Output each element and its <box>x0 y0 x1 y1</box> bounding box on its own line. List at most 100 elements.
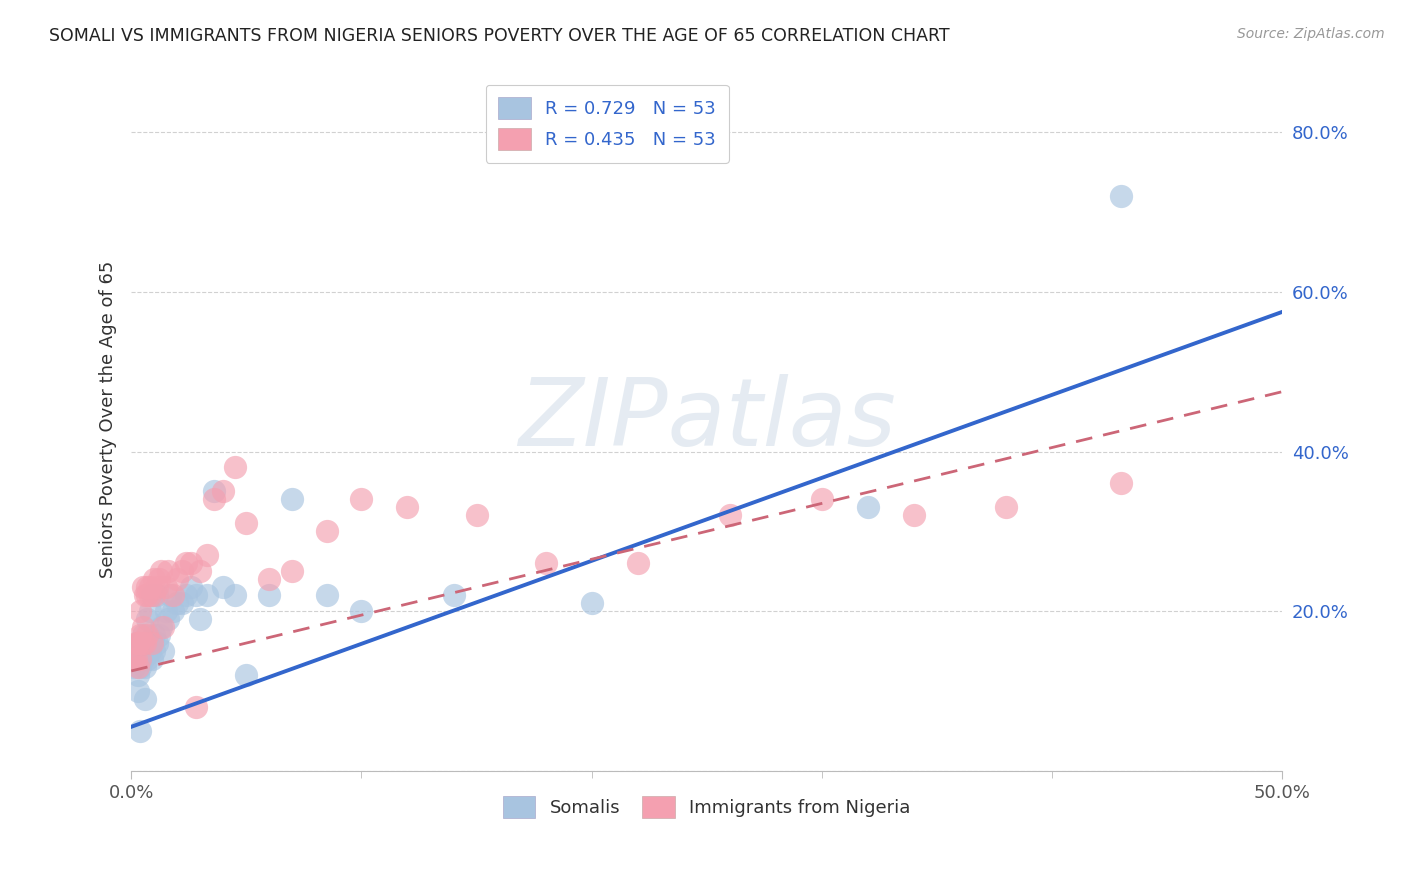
Point <box>134 636 156 650</box>
Point <box>180 580 202 594</box>
Point <box>316 524 339 539</box>
Point <box>235 516 257 531</box>
Point <box>465 508 488 523</box>
Point <box>856 500 879 515</box>
Point <box>125 652 148 666</box>
Y-axis label: Seniors Poverty Over the Age of 65: Seniors Poverty Over the Age of 65 <box>100 261 117 578</box>
Point <box>212 484 235 499</box>
Point <box>134 636 156 650</box>
Point <box>143 644 166 658</box>
Point <box>127 652 149 666</box>
Point <box>129 644 152 658</box>
Point <box>180 556 202 570</box>
Point <box>350 492 373 507</box>
Point <box>136 580 159 594</box>
Point <box>184 588 207 602</box>
Point <box>150 620 173 634</box>
Point <box>132 620 155 634</box>
Point <box>145 588 167 602</box>
Point <box>152 620 174 634</box>
Point <box>127 660 149 674</box>
Point <box>627 556 650 570</box>
Point <box>994 500 1017 515</box>
Point <box>148 628 170 642</box>
Point <box>157 564 180 578</box>
Point <box>176 556 198 570</box>
Point <box>129 660 152 674</box>
Point <box>166 596 188 610</box>
Point <box>125 636 148 650</box>
Point <box>166 572 188 586</box>
Point <box>718 508 741 523</box>
Point <box>281 492 304 507</box>
Point <box>159 588 181 602</box>
Point <box>132 580 155 594</box>
Point <box>188 612 211 626</box>
Point <box>132 652 155 666</box>
Point <box>145 636 167 650</box>
Point <box>141 636 163 650</box>
Point <box>155 604 177 618</box>
Point <box>316 588 339 602</box>
Point <box>141 652 163 666</box>
Text: ZIPatlas: ZIPatlas <box>517 374 896 465</box>
Point <box>184 699 207 714</box>
Point <box>132 636 155 650</box>
Point <box>136 588 159 602</box>
Text: SOMALI VS IMMIGRANTS FROM NIGERIA SENIORS POVERTY OVER THE AGE OF 65 CORRELATION: SOMALI VS IMMIGRANTS FROM NIGERIA SENIOR… <box>49 27 950 45</box>
Point <box>534 556 557 570</box>
Point <box>443 588 465 602</box>
Point <box>132 628 155 642</box>
Point <box>136 652 159 666</box>
Point <box>162 588 184 602</box>
Point <box>127 668 149 682</box>
Point <box>134 660 156 674</box>
Point <box>259 588 281 602</box>
Point <box>136 628 159 642</box>
Point <box>176 588 198 602</box>
Point <box>281 564 304 578</box>
Point <box>148 572 170 586</box>
Point <box>127 636 149 650</box>
Point <box>162 604 184 618</box>
Point <box>195 548 218 562</box>
Point <box>127 684 149 698</box>
Point <box>125 652 148 666</box>
Point <box>202 484 225 499</box>
Point <box>134 691 156 706</box>
Point <box>143 588 166 602</box>
Point <box>155 580 177 594</box>
Point <box>224 588 246 602</box>
Text: Source: ZipAtlas.com: Source: ZipAtlas.com <box>1237 27 1385 41</box>
Point <box>1109 476 1132 491</box>
Point <box>145 580 167 594</box>
Point <box>134 588 156 602</box>
Point <box>136 636 159 650</box>
Point <box>125 644 148 658</box>
Point <box>129 604 152 618</box>
Point <box>138 588 160 602</box>
Point <box>235 668 257 682</box>
Point <box>138 644 160 658</box>
Point <box>152 644 174 658</box>
Point <box>157 612 180 626</box>
Point <box>143 572 166 586</box>
Point <box>129 628 152 642</box>
Point <box>396 500 419 515</box>
Point <box>136 612 159 626</box>
Point <box>188 564 211 578</box>
Point <box>202 492 225 507</box>
Point <box>150 564 173 578</box>
Point <box>259 572 281 586</box>
Point <box>122 652 145 666</box>
Point <box>132 644 155 658</box>
Point <box>170 564 193 578</box>
Point <box>122 660 145 674</box>
Point <box>811 492 834 507</box>
Point <box>129 636 152 650</box>
Point <box>1109 189 1132 203</box>
Point <box>141 588 163 602</box>
Point <box>138 604 160 618</box>
Point <box>224 460 246 475</box>
Point <box>129 723 152 738</box>
